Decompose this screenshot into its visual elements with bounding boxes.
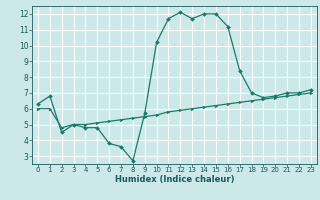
X-axis label: Humidex (Indice chaleur): Humidex (Indice chaleur)	[115, 175, 234, 184]
